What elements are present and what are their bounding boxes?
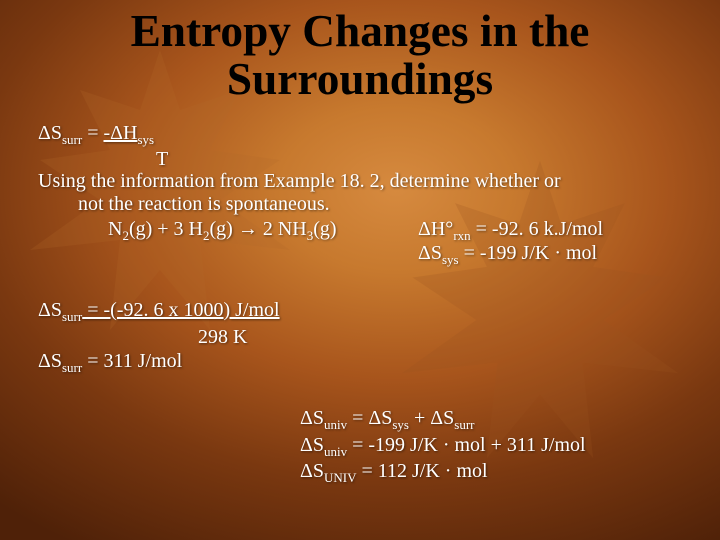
dS-surr-symbol: ΔS bbox=[38, 122, 62, 144]
calc-numerator: = -(-92. 6 x 1000) J/mol bbox=[82, 299, 279, 321]
given-dSsys: ΔSsys = -199 J/K · mol bbox=[418, 242, 597, 268]
calc-block: ΔSsurr = -(-92. 6 x 1000) J/mol 298 K ΔS… bbox=[38, 298, 698, 375]
prompt-line-1: Using the information from Example 18. 2… bbox=[38, 170, 698, 193]
calc-line-1: ΔSsurr = -(-92. 6 x 1000) J/mol bbox=[38, 298, 698, 325]
result-line-2: ΔSuniv = -199 J/K · mol + 311 J/mol bbox=[300, 433, 710, 460]
dS-surr-sub: surr bbox=[62, 132, 82, 147]
reaction-eq: N2(g) + 3 H2(g) → 2 NH3(g) bbox=[38, 218, 337, 240]
formula-numerator: -ΔHsys bbox=[103, 122, 154, 144]
prompt-line-2: not the reaction is spontaneous. bbox=[38, 193, 698, 216]
calc-line-2: 298 K bbox=[38, 325, 698, 349]
formula-eq: = bbox=[82, 122, 103, 144]
result-block: ΔSuniv = ΔSsys + ΔSsurr ΔSuniv = -199 J/… bbox=[300, 406, 710, 486]
given-dHrxn: ΔH°rxn = -92. 6 k.J/mol bbox=[418, 218, 603, 244]
title-line-1: Entropy Changes in the bbox=[0, 8, 720, 56]
calc-line-3: ΔSsurr = 311 J/mol bbox=[38, 349, 698, 376]
result-line-1: ΔSuniv = ΔSsys + ΔSsurr bbox=[300, 406, 710, 433]
reaction-row: N2(g) + 3 H2(g) → 2 NH3(g) ΔH°rxn = -92.… bbox=[38, 218, 698, 244]
title-line-2: Surroundings bbox=[0, 56, 720, 104]
formula-denominator: T bbox=[38, 148, 698, 171]
prompt-block: Using the information from Example 18. 2… bbox=[38, 170, 698, 216]
formula-line-1: ΔSsurr = -ΔHsys bbox=[38, 122, 154, 144]
result-line-3: ΔSUNIV = 112 J/K · mol bbox=[300, 459, 710, 486]
slide-title: Entropy Changes in the Surroundings bbox=[0, 8, 720, 103]
formula-block: ΔSsurr = -ΔHsys T bbox=[38, 122, 698, 171]
slide: Entropy Changes in the Surroundings ΔSsu… bbox=[0, 0, 720, 540]
